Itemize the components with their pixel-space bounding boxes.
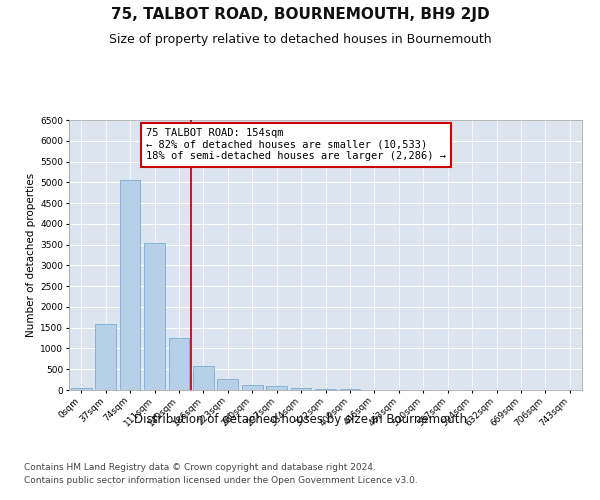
- Bar: [169, 338, 190, 390]
- Text: Distribution of detached houses by size in Bournemouth: Distribution of detached houses by size …: [133, 412, 467, 426]
- Bar: [290, 388, 311, 390]
- Bar: [242, 385, 263, 390]
- Bar: [193, 366, 214, 390]
- Text: 75, TALBOT ROAD, BOURNEMOUTH, BH9 2JD: 75, TALBOT ROAD, BOURNEMOUTH, BH9 2JD: [110, 8, 490, 22]
- Text: Size of property relative to detached houses in Bournemouth: Size of property relative to detached ho…: [109, 32, 491, 46]
- Text: Contains public sector information licensed under the Open Government Licence v3: Contains public sector information licen…: [24, 476, 418, 485]
- Bar: [266, 386, 287, 390]
- Text: 75 TALBOT ROAD: 154sqm
← 82% of detached houses are smaller (10,533)
18% of semi: 75 TALBOT ROAD: 154sqm ← 82% of detached…: [146, 128, 446, 162]
- Bar: [144, 242, 165, 390]
- Bar: [315, 389, 336, 390]
- Bar: [119, 180, 140, 390]
- Bar: [95, 324, 116, 390]
- Bar: [217, 379, 238, 390]
- Text: Contains HM Land Registry data © Crown copyright and database right 2024.: Contains HM Land Registry data © Crown c…: [24, 462, 376, 471]
- Y-axis label: Number of detached properties: Number of detached properties: [26, 173, 36, 337]
- Bar: [71, 388, 92, 390]
